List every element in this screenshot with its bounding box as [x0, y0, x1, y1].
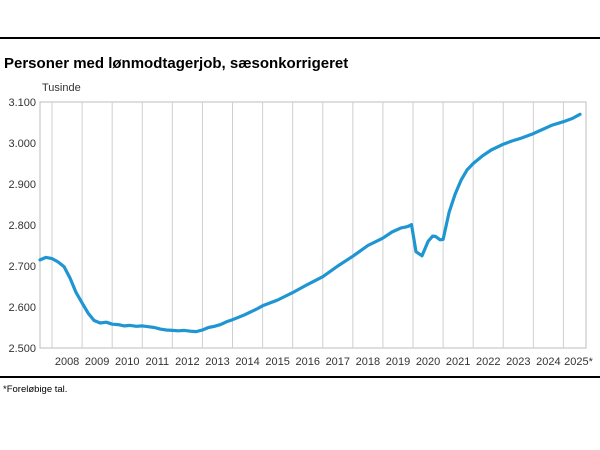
series-line	[38, 112, 582, 334]
y-tick-label: 3.100	[8, 97, 36, 109]
x-tick-label: 2017	[326, 356, 350, 368]
x-axis-ticks: 2008 2009 2010 2011 2012 2013 2014 2015 2016 2017…	[55, 356, 594, 368]
x-tick-label: 2022	[476, 356, 500, 368]
y-tick-label: 2.800	[8, 220, 36, 232]
y-tick-label: 2.900	[8, 179, 36, 191]
x-tick-label: 2016	[295, 356, 319, 368]
x-tick-label: 2020	[416, 356, 440, 368]
x-tick-label: 2008	[55, 356, 79, 368]
x-tick-label: 2009	[85, 356, 109, 368]
x-tick-label: 2012	[175, 356, 199, 368]
plot-area	[39, 101, 587, 349]
grid	[51, 102, 564, 348]
x-tick-label: 2015	[265, 356, 289, 368]
x-tick-label: 2023	[506, 356, 530, 368]
top-rule	[0, 37, 600, 39]
chart-title: Personer med lønmodtagerjob, sæsonkorrig…	[4, 55, 349, 72]
x-tick-label: 2011	[145, 356, 169, 368]
x-tick-label: 2010	[115, 356, 139, 368]
y-unit-label: Tusinde	[42, 82, 81, 94]
y-tick-label: 2.500	[8, 343, 36, 355]
y-axis-ticks: 2.500 2.600 2.700 2.800 2.900 3.000 3.100	[8, 97, 36, 355]
y-tick-label: 2.700	[8, 261, 36, 273]
footnote: *Foreløbige tal.	[3, 384, 68, 395]
y-tick-label: 2.600	[8, 302, 36, 314]
x-tick-label: 2024	[536, 356, 560, 368]
x-tick-label: 2019	[386, 356, 410, 368]
x-tick-label: 2018	[356, 356, 380, 368]
x-tick-label: 2013	[205, 356, 229, 368]
x-tick-label: 2014	[235, 356, 259, 368]
x-tick-label: 2021	[446, 356, 470, 368]
bottom-rule	[0, 376, 600, 378]
x-tick-label: 2025*	[564, 356, 593, 368]
y-tick-label: 3.000	[8, 138, 36, 150]
